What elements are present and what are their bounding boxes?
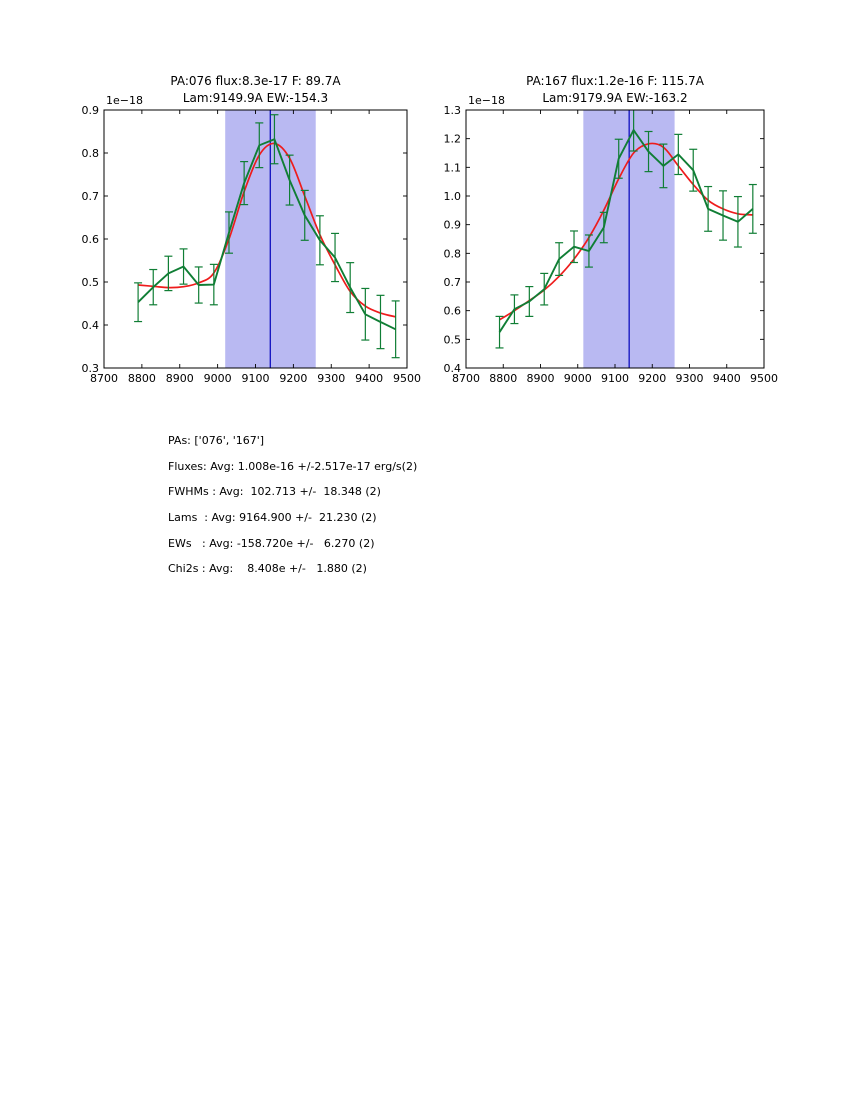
stats-line-chi2s: Chi2s : Avg: 8.408e +/- 1.880 (2) (168, 562, 367, 576)
y-tick-label: 0.6 (82, 233, 100, 246)
x-tick-label: 9000 (564, 372, 592, 385)
stats-line-lams: Lams : Avg: 9164.900 +/- 21.230 (2) (168, 511, 377, 525)
y-tick-label: 1.2 (444, 133, 462, 146)
spectra-figure: 8700 8800 8900 9000 9100 9200 9300 9400 9500 0.3 0… (82, 104, 779, 385)
y-tick-label: 0.7 (444, 276, 462, 289)
x-tick-label: 8700 (452, 372, 480, 385)
x-tick-label: 9200 (638, 372, 666, 385)
fit-series-line (138, 142, 396, 318)
stats-block: PAs: ['076', '167'] Fluxes: Avg: 1.008e-… (168, 428, 417, 582)
y-tick-label: 1.3 (444, 104, 462, 117)
data-series-line (498, 128, 754, 333)
x-tick-label: 9300 (317, 372, 345, 385)
right-plot-title: PA:167 flux:1.2e-16 F: 115.7A Lam:9179.9… (466, 73, 764, 106)
x-tick-label: 8800 (128, 372, 156, 385)
x-tick-label: 8700 (90, 372, 118, 385)
y-tick-label: 0.6 (444, 305, 462, 318)
axes-ticks (103, 109, 408, 369)
stats-line-pas: PAs: ['076', '167'] (168, 434, 265, 447)
x-tick-label: 9200 (279, 372, 307, 385)
right-y-offset-label: 1e−18 (468, 94, 505, 107)
x-tick-label: 9400 (713, 372, 741, 385)
right-spectrum-plot: 8700 8800 8900 9000 9100 9200 9300 9400 9500 0.4 0… (444, 104, 779, 385)
stats-line-fwhms: FWHMs : Avg: 102.713 +/- 18.348 (2) (168, 485, 381, 499)
x-tick-label: 9100 (242, 372, 270, 385)
y-tick-label: 0.4 (444, 362, 462, 375)
x-tick-label: 9100 (601, 372, 629, 385)
left-spectrum-plot: 8700 8800 8900 9000 9100 9200 9300 9400 9500 0.3 0… (82, 104, 422, 385)
x-tick-label: 9400 (355, 372, 383, 385)
y-tick-label: 1.1 (444, 161, 462, 174)
stats-line-fluxes: Fluxes: Avg: 1.008e-16 +/-2.517e-17 erg/… (168, 459, 418, 473)
right-plot-title-line1: PA:167 flux:1.2e-16 F: 115.7A (526, 74, 704, 88)
error-bar (748, 183, 757, 234)
axes-tick-labels: 8700 8800 8900 9000 9100 9200 9300 9400 9500 0.3 0… (82, 104, 422, 385)
x-tick-label: 9500 (393, 372, 421, 385)
y-tick-label: 0.5 (444, 333, 462, 346)
x-tick-label: 8900 (166, 372, 194, 385)
data-series-line (137, 137, 397, 331)
x-tick-label: 8900 (527, 372, 555, 385)
x-tick-label: 8800 (489, 372, 517, 385)
y-tick-label: 0.8 (82, 147, 100, 160)
y-tick-label: 0.8 (444, 247, 462, 260)
y-tick-label: 0.4 (82, 319, 100, 332)
error-bar (134, 282, 143, 323)
y-tick-label: 0.5 (82, 276, 100, 289)
axes-ticks (465, 109, 765, 369)
y-tick-label: 0.3 (82, 362, 100, 375)
error-bar (391, 300, 400, 359)
y-tick-label: 0.7 (82, 190, 100, 203)
left-plot-title-line2: Lam:9149.9A EW:-154.3 (182, 90, 329, 105)
x-tick-label: 9000 (204, 372, 232, 385)
left-plot-title-line1: PA:076 flux:8.3e-17 F: 89.7A (170, 74, 341, 88)
y-tick-label: 0.9 (444, 219, 462, 232)
x-tick-label: 9300 (676, 372, 704, 385)
y-tick-label: 0.9 (82, 104, 100, 117)
left-y-offset-label: 1e−18 (106, 94, 143, 107)
x-tick-label: 9500 (750, 372, 778, 385)
y-tick-label: 1.0 (444, 190, 462, 203)
left-plot-title: PA:076 flux:8.3e-17 F: 89.7A Lam:9149.9A… (104, 73, 407, 106)
stats-line-ews: EWs : Avg: -158.720e +/- 6.270 (2) (168, 536, 375, 550)
axes-tick-labels: 8700 8800 8900 9000 9100 9200 9300 9400 9500 0.4 0… (444, 104, 779, 385)
right-plot-title-line2: Lam:9179.9A EW:-163.2 (542, 90, 688, 105)
